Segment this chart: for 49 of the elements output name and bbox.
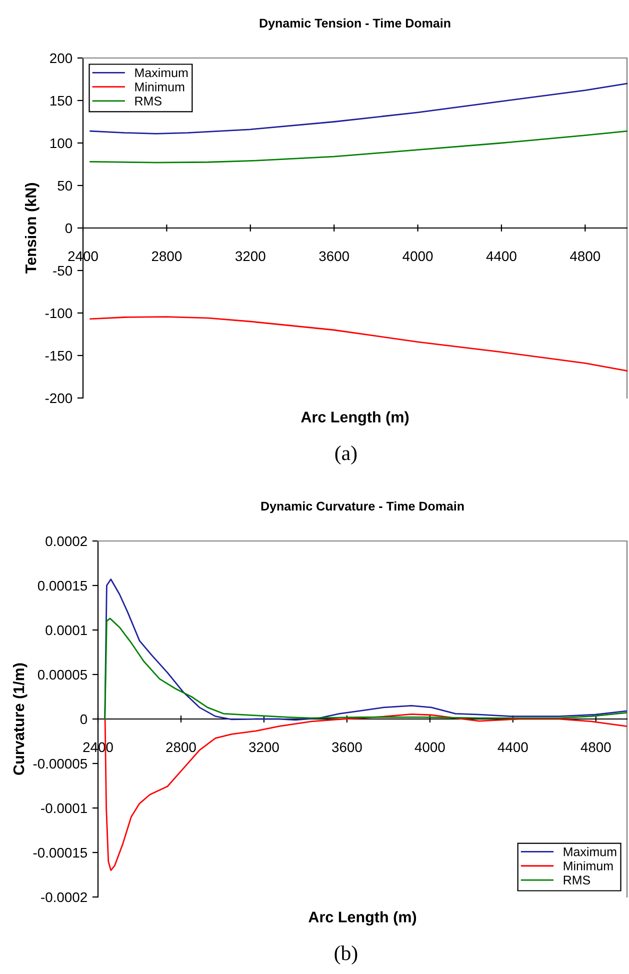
x-tick-label: 4800 [570, 251, 600, 262]
y-tick-label: 150 [50, 96, 72, 106]
y-tick-label: -150 [45, 350, 72, 361]
y-tick-label: 0.0001 [46, 625, 87, 636]
x-tick-label: 4000 [402, 251, 433, 262]
y-axis-title: Tension (kN) [24, 183, 40, 274]
y-tick-label: -200 [45, 393, 72, 404]
y-tick-label: 100 [50, 138, 72, 148]
line-series [90, 82, 628, 134]
y-tick-label: 0 [65, 223, 72, 234]
legend-label: Minimum [135, 82, 184, 92]
y-tick-label: 200 [50, 53, 72, 64]
x-axis-title: Arc Length (m) [301, 411, 409, 426]
text: (a) [335, 446, 357, 464]
x-tick-label: 4400 [498, 742, 528, 752]
x-tick-label: 3600 [332, 742, 362, 752]
y-tick-label: -100 [45, 308, 72, 318]
x-tick-label: 4400 [486, 251, 516, 262]
legend-label: Maximum [135, 68, 188, 78]
y-tick-label: -0.0002 [41, 892, 87, 902]
chart-title: Dynamic Tension - Time Domain [260, 18, 450, 30]
line-series [104, 618, 628, 720]
legend-label: RMS [564, 876, 590, 885]
legend-label: Minimum [564, 861, 613, 870]
x-tick-label: 3200 [249, 742, 279, 752]
y-tick-label: 0.0002 [46, 536, 87, 546]
line-series [90, 316, 628, 372]
y-tick-label: 0.00005 [38, 670, 88, 680]
x-tick-label: 3200 [235, 251, 266, 262]
x-tick-label: 2800 [166, 742, 196, 752]
y-tick-label: 0 [80, 714, 88, 724]
line-series [90, 130, 628, 164]
x-tick-label: 4800 [580, 742, 611, 752]
y-tick-label: 0.00015 [38, 580, 88, 591]
line-series [104, 578, 628, 721]
y-axis-title: Curvature (1/m) [12, 663, 28, 775]
x-tick-label: 4000 [414, 742, 445, 752]
y-tick-label: 50 [58, 180, 72, 191]
y-tick-label: -0.0001 [41, 803, 87, 814]
y-tick-label: -50 [53, 266, 72, 276]
y-tick-label: -0.00015 [33, 848, 88, 858]
x-tick-label: 2800 [152, 251, 182, 262]
chart-title: Dynamic Curvature - Time Domain [261, 501, 464, 514]
text: (b) [334, 946, 358, 964]
legend-label: Maximum [564, 847, 616, 856]
x-axis-title: Arc Length (m) [308, 911, 416, 926]
y-tick-label: -0.00005 [33, 758, 88, 769]
x-tick-label: 3600 [319, 251, 349, 262]
legend-label: RMS [135, 96, 162, 106]
